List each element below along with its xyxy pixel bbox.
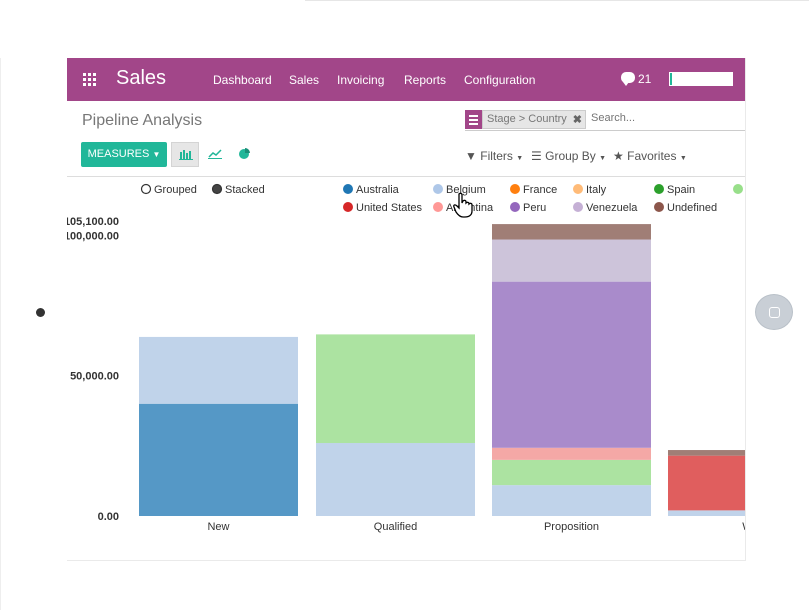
x-tick-label: Proposition <box>544 521 599 533</box>
odoo-window: Sales Dashboard Sales Invoicing Reports … <box>67 58 746 561</box>
legend-label[interactable]: United States <box>356 202 423 214</box>
y-tick-label: 100,000.00 <box>67 230 119 242</box>
groupby-label: Group By <box>545 149 596 163</box>
onboarding-progress-bar[interactable] <box>669 72 733 86</box>
mode-label-grouped[interactable]: Grouped <box>154 184 197 196</box>
legend-marker[interactable] <box>433 184 443 194</box>
pie-chart-icon <box>239 148 250 159</box>
page-title: Pipeline Analysis <box>82 112 203 129</box>
mode-radio-stacked[interactable] <box>211 183 223 195</box>
apps-grid-icon[interactable] <box>83 73 97 87</box>
y-tick-label: 105,100.00 <box>67 216 119 228</box>
bar-segment[interactable] <box>492 224 651 240</box>
legend-marker[interactable] <box>573 184 583 194</box>
bar-chart: Grouped Stacked Australia Belgium France Ital… <box>67 183 746 533</box>
bar-segment[interactable] <box>492 239 651 282</box>
legend-label[interactable]: Australia <box>356 184 400 196</box>
measures-label: MEASURES <box>87 148 150 160</box>
bar-segment[interactable] <box>668 450 746 456</box>
legend-marker[interactable] <box>343 202 353 212</box>
legend-label[interactable]: France <box>523 184 557 196</box>
facet-label: Stage > Country <box>487 113 567 125</box>
menu-sales[interactable]: Sales <box>289 73 320 87</box>
menu-reports[interactable]: Reports <box>404 73 447 87</box>
caret-down-icon: ▼ <box>516 155 524 162</box>
app-title[interactable]: Sales <box>116 67 167 89</box>
square-icon <box>769 307 780 318</box>
bar-segment[interactable] <box>316 443 475 516</box>
legend-label[interactable]: Spain <box>667 184 695 196</box>
bar-segment[interactable] <box>668 455 746 511</box>
list-icon: ☰ <box>531 149 542 163</box>
legend-label[interactable]: Belgium <box>446 184 486 196</box>
legend-marker[interactable] <box>654 202 664 212</box>
top-divider <box>305 0 809 1</box>
remove-facet-icon[interactable]: ✖ <box>572 114 582 126</box>
legend-marker[interactable] <box>343 184 353 194</box>
measures-button[interactable]: MEASURES ▼ <box>81 142 167 167</box>
bar-segment[interactable] <box>492 447 651 460</box>
y-tick-label: 0.00 <box>98 511 119 523</box>
assistive-touch-button[interactable] <box>755 294 793 330</box>
bar-segment[interactable] <box>668 510 746 516</box>
bullet-dot <box>36 308 45 317</box>
legend-marker[interactable] <box>510 184 520 194</box>
menu-invoicing[interactable]: Invoicing <box>337 73 385 87</box>
line-chart-view-button[interactable] <box>201 142 229 167</box>
mode-radio-grouped[interactable] <box>140 183 152 195</box>
bar-segment[interactable] <box>492 281 651 448</box>
filters-button[interactable]: ▼ Filters ▼ <box>465 149 523 163</box>
bar-segment[interactable] <box>316 334 475 444</box>
hand-cursor-icon <box>453 192 473 218</box>
pipeline-chart: Grouped Stacked Australia Belgium France Ital… <box>67 176 746 560</box>
search-facet[interactable]: Stage > Country ✖ <box>482 110 586 129</box>
bar-chart-icon <box>179 150 193 160</box>
chat-icon[interactable] <box>621 72 635 86</box>
legend-marker[interactable] <box>510 202 520 212</box>
legend-label[interactable]: Italy <box>586 184 607 196</box>
groupby-facet-icon <box>465 110 482 129</box>
caret-down-icon: ▼ <box>152 150 161 159</box>
legend-label[interactable]: Peru <box>523 202 546 214</box>
filters-label: Filters <box>480 149 513 163</box>
star-icon: ★ <box>613 149 624 163</box>
legend-marker[interactable] <box>733 184 743 194</box>
line-chart-icon <box>208 149 222 159</box>
legend-marker[interactable] <box>654 184 664 194</box>
bar-chart-view-button[interactable] <box>171 142 199 167</box>
menu-dashboard[interactable]: Dashboard <box>213 73 272 87</box>
y-tick-label: 50,000.00 <box>70 371 119 383</box>
search-bar[interactable]: Stage > Country ✖ <box>465 109 745 131</box>
top-navbar: Sales Dashboard Sales Invoicing Reports … <box>67 58 745 101</box>
legend-label[interactable]: Venezuela <box>586 202 638 214</box>
bar-segment[interactable] <box>139 403 298 516</box>
bar-segment[interactable] <box>139 336 298 404</box>
caret-down-icon: ▼ <box>599 155 607 162</box>
filter-icon: ▼ <box>465 149 477 163</box>
progress-fill <box>670 73 673 85</box>
mode-label-stacked[interactable]: Stacked <box>225 184 265 196</box>
caret-down-icon: ▼ <box>679 155 687 162</box>
legend-marker[interactable] <box>433 202 443 212</box>
favorites-label: Favorites <box>627 149 677 163</box>
x-tick-label: Qualified <box>374 521 417 533</box>
bar-segment[interactable] <box>492 459 651 486</box>
groupby-button[interactable]: ☰ Group By ▼ <box>531 149 606 163</box>
message-count[interactable]: 21 <box>638 72 652 86</box>
legend-label[interactable]: Undefined <box>667 202 717 214</box>
bar-segment[interactable] <box>492 485 651 516</box>
x-tick-label: New <box>207 521 229 533</box>
menu-configuration[interactable]: Configuration <box>464 73 536 87</box>
search-input[interactable] <box>591 112 741 124</box>
x-tick-label: W <box>742 521 746 533</box>
pie-chart-view-button[interactable] <box>231 142 259 167</box>
left-divider <box>0 58 1 610</box>
favorites-button[interactable]: ★ Favorites ▼ <box>613 149 687 163</box>
legend-marker[interactable] <box>573 202 583 212</box>
